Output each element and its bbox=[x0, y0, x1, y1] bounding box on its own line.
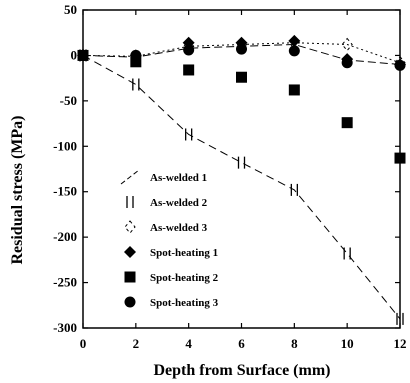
legend-label: As-welded 1 bbox=[150, 172, 207, 184]
filled-square-marker bbox=[236, 71, 247, 83]
x-tick-label: 10 bbox=[341, 336, 354, 351]
filled-square-marker bbox=[183, 64, 195, 76]
x-axis-label: Depth from Surface (mm) bbox=[154, 362, 331, 379]
y-axis-ticks: 50 0 -50 -100 -150 -200 -250 -300 bbox=[53, 2, 400, 335]
legend-item: Spot-heating 3 bbox=[124, 296, 219, 309]
legend-item: As-welded 2 bbox=[126, 196, 208, 209]
bar-marker bbox=[237, 156, 246, 169]
filled-circle-marker bbox=[236, 43, 247, 55]
legend-item: Spot-heating 1 bbox=[124, 246, 218, 259]
series-6 bbox=[77, 43, 406, 71]
y-tick-label: -100 bbox=[53, 138, 77, 153]
y-tick-label: 50 bbox=[64, 2, 77, 17]
bar-marker bbox=[126, 196, 134, 208]
open-diamond-marker bbox=[394, 55, 406, 70]
y-tick-label: -300 bbox=[53, 320, 77, 335]
x-tick-label: 4 bbox=[185, 336, 192, 351]
legend-label: Spot-heating 3 bbox=[150, 297, 219, 309]
legend: As-welded 1 As-welded 2 As-welded 3 Spot-he… bbox=[120, 169, 219, 309]
bar-marker bbox=[343, 247, 351, 260]
filled-circle-marker bbox=[130, 49, 142, 61]
legend-label: As-welded 3 bbox=[150, 222, 208, 234]
legend-label: Spot-heating 2 bbox=[150, 272, 219, 284]
x-axis-ticks: 0 2 4 6 8 10 12 bbox=[80, 10, 407, 351]
x-tick-label: 0 bbox=[80, 336, 87, 351]
y-tick-label: -250 bbox=[53, 275, 77, 290]
legend-swatch-line bbox=[120, 169, 140, 185]
open-diamond-marker bbox=[341, 37, 353, 52]
bar-marker bbox=[290, 183, 298, 196]
filled-circle-marker bbox=[394, 59, 406, 71]
series-layer bbox=[77, 34, 406, 325]
x-tick-label: 12 bbox=[394, 336, 407, 351]
bar-marker bbox=[132, 78, 140, 91]
filled-square-marker bbox=[130, 56, 142, 68]
legend-item: As-welded 1 bbox=[120, 169, 207, 185]
y-tick-label: 0 bbox=[71, 47, 78, 62]
legend-item: As-welded 3 bbox=[124, 220, 208, 234]
filled-circle-marker bbox=[183, 44, 195, 56]
filled-diamond-marker bbox=[288, 34, 301, 47]
filled-circle-marker bbox=[77, 49, 89, 61]
legend-item: Spot-heating 2 bbox=[124, 271, 219, 284]
series-2 bbox=[79, 49, 404, 325]
x-tick-label: 8 bbox=[291, 336, 298, 351]
legend-label: Spot-heating 1 bbox=[150, 247, 218, 259]
y-tick-label: -200 bbox=[53, 229, 77, 244]
filled-circle-marker bbox=[341, 57, 353, 69]
bar-marker bbox=[396, 312, 404, 325]
open-diamond-marker bbox=[124, 220, 136, 234]
y-tick-label: -150 bbox=[53, 184, 77, 199]
series-5 bbox=[77, 49, 406, 164]
filled-square-marker bbox=[124, 271, 136, 283]
filled-square-marker bbox=[341, 117, 353, 129]
filled-square-marker bbox=[288, 84, 300, 96]
legend-label: As-welded 2 bbox=[150, 197, 208, 209]
filled-diamond-marker bbox=[124, 246, 136, 258]
y-tick-label: -50 bbox=[60, 93, 77, 108]
x-tick-label: 2 bbox=[133, 336, 140, 351]
filled-circle-marker bbox=[124, 296, 136, 308]
series-line bbox=[82, 42, 401, 64]
bar-marker bbox=[185, 128, 193, 141]
filled-circle-marker bbox=[288, 45, 300, 57]
x-tick-label: 6 bbox=[238, 336, 245, 351]
filled-square-marker bbox=[394, 152, 406, 164]
y-axis-label: Residual stress (MPa) bbox=[9, 115, 26, 264]
